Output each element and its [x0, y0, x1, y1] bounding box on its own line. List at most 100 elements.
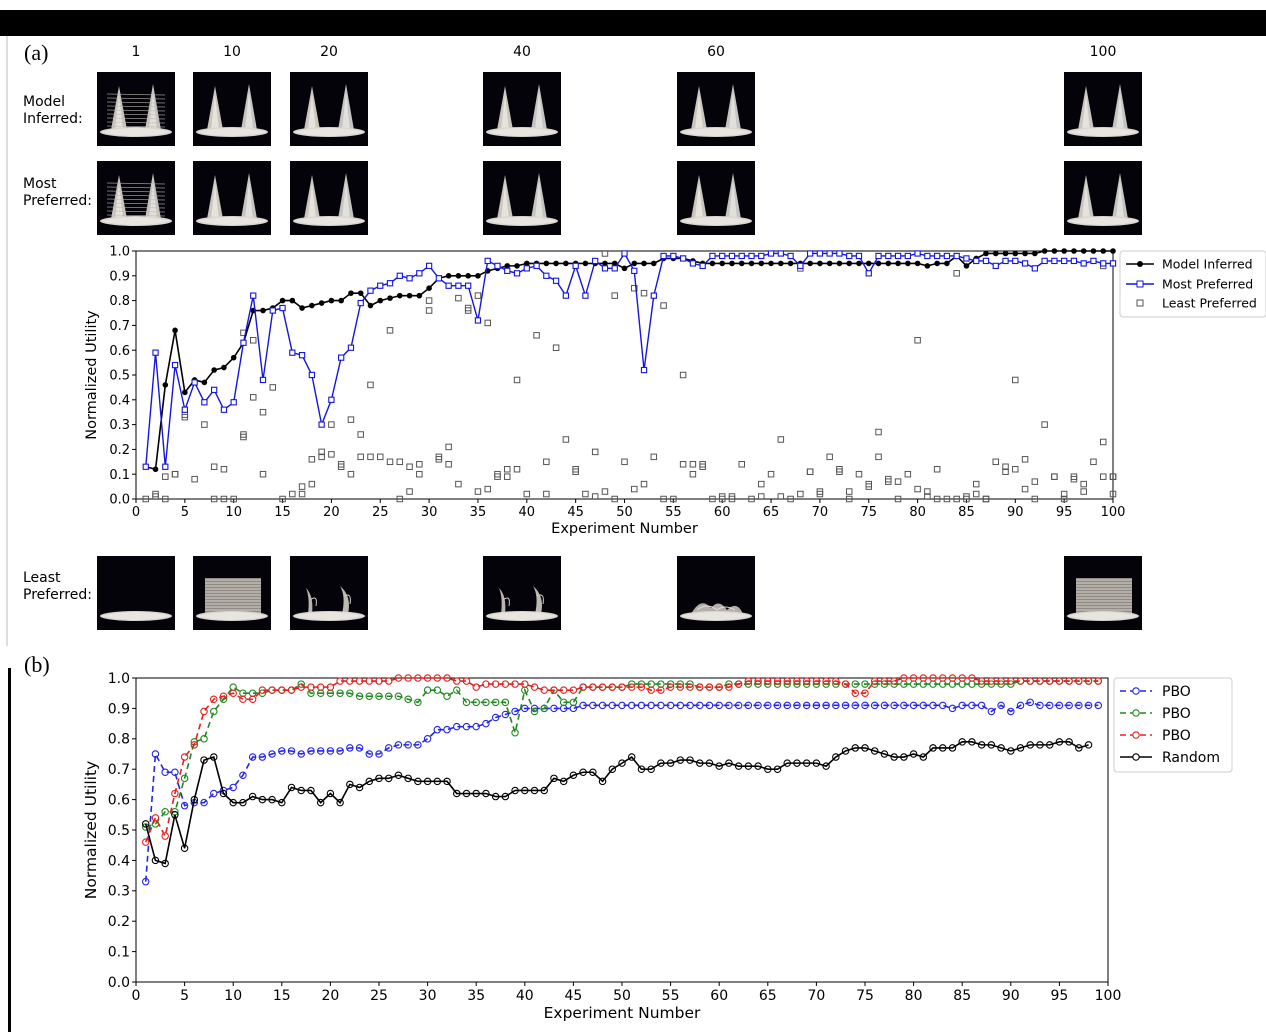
series-point-2 — [297, 680, 305, 688]
model-inferred-point — [621, 265, 628, 272]
least-preferred-point — [1021, 456, 1029, 463]
series-point-1 — [715, 701, 723, 710]
series-point-1 — [909, 701, 918, 710]
model-inferred-point — [406, 292, 413, 299]
series-point-3 — [861, 689, 869, 697]
series-point-3 — [501, 680, 510, 688]
series-point-3 — [958, 674, 966, 682]
series-point-1 — [812, 701, 821, 710]
series-point-4 — [764, 765, 772, 773]
x-tick-label: 85 — [958, 505, 975, 520]
series-point-4 — [802, 759, 811, 767]
x-tick-label: 90 — [1002, 988, 1020, 1004]
least-preferred-point — [591, 448, 599, 456]
series-point-3 — [394, 674, 403, 682]
series-point-2 — [559, 698, 568, 707]
series-point-2 — [229, 683, 237, 691]
series-point-1 — [637, 701, 646, 710]
model-inferred-point — [279, 297, 286, 304]
least-preferred-point — [914, 485, 921, 493]
series-point-1 — [851, 701, 860, 710]
series-point-4 — [968, 738, 976, 746]
series-point-1 — [151, 750, 160, 758]
series-point-3 — [540, 686, 548, 694]
most-preferred-point — [933, 252, 941, 260]
most-preferred-point — [836, 250, 843, 257]
series-point-4 — [540, 786, 548, 795]
chart-a: 0 5 10 15 20 25 30 35 40 45 50 55 60 65 70 75 80 85 90 95 10… — [84, 245, 1266, 537]
most-preferred-point — [1041, 257, 1048, 265]
x-tick-label: 75 — [856, 988, 874, 1004]
series-point-3 — [773, 677, 782, 685]
y-tick-label: 0.7 — [108, 762, 130, 778]
least-preferred-point — [679, 371, 687, 379]
series-point-4 — [248, 792, 257, 801]
series-point-4 — [453, 789, 461, 798]
least-preferred-point — [552, 344, 560, 351]
x-tick-label: 20 — [323, 505, 340, 520]
model-inferred-point — [992, 250, 999, 257]
model-inferred-point — [944, 260, 950, 267]
model-inferred-point — [309, 302, 315, 309]
model-inferred-point — [1012, 250, 1019, 257]
series-point-2 — [977, 680, 986, 688]
series-point-4 — [627, 753, 636, 761]
series-point-1 — [443, 725, 451, 734]
least-preferred-point — [670, 495, 677, 503]
least-preferred-point — [875, 453, 882, 461]
legend-marker — [1136, 299, 1144, 307]
series-point-1 — [725, 701, 733, 710]
series-point-4 — [948, 744, 957, 752]
most-preferred-point — [953, 252, 960, 260]
series-point-4 — [550, 774, 558, 783]
thumbnail-least-preferred-100 — [1064, 556, 1142, 630]
least-preferred-point — [709, 495, 716, 503]
series-point-4 — [180, 844, 189, 852]
model-inferred-point — [348, 290, 354, 296]
least-preferred-point — [777, 436, 785, 443]
least-preferred-point — [728, 493, 736, 500]
x-tick-label: 0 — [132, 988, 141, 1004]
model-inferred-point — [367, 302, 374, 309]
series-point-1 — [1016, 701, 1025, 710]
series-point-4 — [501, 792, 510, 801]
series-point-4 — [900, 753, 908, 761]
series-point-1 — [521, 704, 529, 713]
most-preferred-point — [660, 252, 667, 260]
least-preferred-point — [1070, 473, 1078, 480]
most-preferred-point — [1051, 257, 1058, 265]
series-point-4 — [384, 774, 393, 783]
legend-label: PBO — [1162, 728, 1191, 744]
least-preferred-point — [738, 461, 745, 468]
model-inferred-point — [817, 260, 823, 267]
model-inferred-point — [631, 260, 638, 267]
row-label-model-inferred: Model Inferred: — [23, 94, 83, 127]
legend-b: PBO PBO PBO Random — [1113, 677, 1233, 773]
series-point-4 — [929, 744, 937, 752]
least-preferred-point — [484, 485, 491, 493]
y-tick-label: 0.1 — [108, 945, 130, 961]
x-tick-label: 70 — [812, 505, 829, 520]
series-point-1 — [1007, 707, 1015, 716]
series-point-3 — [705, 683, 714, 691]
series-point-1 — [278, 747, 286, 755]
series-point-3 — [725, 683, 733, 691]
series-point-1 — [384, 744, 393, 752]
series-point-3 — [764, 677, 772, 685]
least-preferred-point — [611, 495, 618, 503]
most-preferred-point — [816, 250, 824, 257]
model-inferred-point — [416, 292, 423, 299]
series-point-4 — [258, 795, 267, 804]
y-tick-label: 0.7 — [109, 319, 130, 334]
series-point-2 — [851, 680, 860, 688]
series-point-3 — [365, 677, 374, 685]
thumbnail-model-inferred-20 — [290, 72, 368, 146]
series-point-4 — [307, 786, 315, 795]
series-point-3 — [676, 683, 685, 691]
least-preferred-point — [494, 473, 501, 480]
series-point-1 — [423, 735, 432, 743]
most-preferred-point — [328, 396, 335, 403]
most-preferred-point — [640, 366, 648, 374]
least-preferred-point — [924, 493, 931, 500]
y-tick-label: 0.0 — [108, 975, 130, 991]
